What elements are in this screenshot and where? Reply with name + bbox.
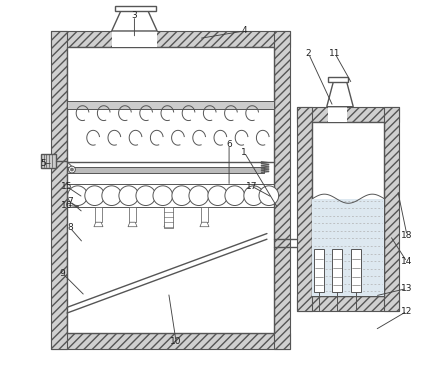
Circle shape bbox=[68, 186, 87, 206]
Polygon shape bbox=[327, 81, 353, 107]
Circle shape bbox=[225, 186, 245, 206]
Bar bbox=[51, 333, 290, 349]
Bar bbox=[351, 249, 361, 292]
Text: 17: 17 bbox=[246, 182, 257, 191]
Bar bbox=[165, 207, 172, 222]
Circle shape bbox=[69, 166, 75, 173]
Bar bbox=[332, 249, 342, 292]
Bar bbox=[328, 77, 348, 82]
Bar bbox=[297, 296, 400, 311]
Bar bbox=[67, 101, 274, 109]
Bar bbox=[312, 122, 385, 296]
Circle shape bbox=[259, 186, 279, 206]
Text: 9: 9 bbox=[60, 269, 66, 278]
Bar bbox=[312, 199, 385, 296]
Text: 10: 10 bbox=[170, 337, 182, 346]
Text: 2: 2 bbox=[306, 49, 311, 58]
Polygon shape bbox=[112, 10, 157, 31]
Bar bbox=[274, 31, 290, 349]
Bar bbox=[67, 47, 274, 333]
Polygon shape bbox=[164, 222, 173, 227]
Bar bbox=[41, 154, 56, 168]
Circle shape bbox=[208, 186, 228, 206]
Circle shape bbox=[189, 186, 209, 206]
Bar bbox=[112, 31, 157, 47]
Bar bbox=[297, 107, 312, 311]
Circle shape bbox=[85, 186, 105, 206]
Text: 14: 14 bbox=[401, 257, 413, 266]
Text: 18: 18 bbox=[401, 231, 413, 240]
Text: 1: 1 bbox=[241, 148, 247, 157]
Polygon shape bbox=[94, 222, 103, 227]
Text: 8: 8 bbox=[67, 223, 73, 232]
Text: 5: 5 bbox=[41, 159, 47, 168]
Bar bbox=[163, 207, 173, 228]
Bar bbox=[51, 31, 67, 349]
Bar bbox=[95, 207, 102, 222]
Text: 4: 4 bbox=[241, 27, 247, 35]
Bar bbox=[201, 207, 208, 222]
Circle shape bbox=[172, 186, 191, 206]
Bar bbox=[115, 6, 155, 11]
Bar bbox=[67, 166, 264, 173]
Circle shape bbox=[119, 186, 139, 206]
Circle shape bbox=[136, 186, 155, 206]
Bar bbox=[129, 207, 136, 222]
Text: 3: 3 bbox=[132, 11, 137, 21]
Text: 7: 7 bbox=[67, 197, 73, 206]
Text: 16: 16 bbox=[61, 201, 72, 210]
Bar bbox=[385, 107, 400, 311]
Bar bbox=[314, 249, 324, 292]
Text: 11: 11 bbox=[329, 49, 341, 58]
Circle shape bbox=[70, 168, 74, 171]
Polygon shape bbox=[128, 222, 137, 227]
Polygon shape bbox=[200, 222, 209, 227]
Bar bbox=[51, 31, 290, 47]
Bar bbox=[328, 107, 347, 122]
Text: 6: 6 bbox=[226, 140, 232, 149]
Circle shape bbox=[102, 186, 121, 206]
Circle shape bbox=[153, 186, 173, 206]
Text: 15: 15 bbox=[61, 182, 72, 191]
Text: 13: 13 bbox=[401, 284, 413, 293]
Text: 12: 12 bbox=[401, 307, 413, 316]
Bar bbox=[297, 107, 400, 122]
Circle shape bbox=[244, 186, 264, 206]
